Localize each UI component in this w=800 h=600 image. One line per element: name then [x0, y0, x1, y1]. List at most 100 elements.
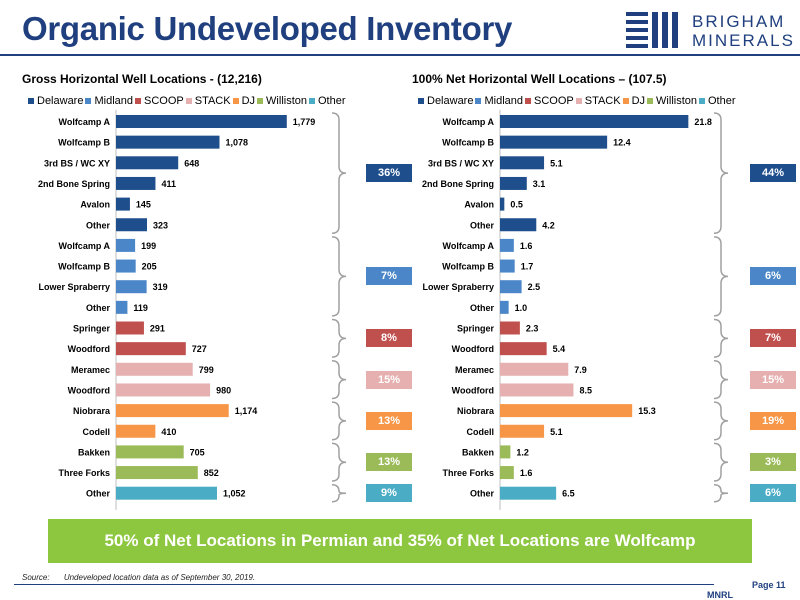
category-label: Three Forks: [58, 468, 110, 478]
gross-locations-chart: Wolfcamp A 1,779 Wolfcamp B 1,078 3rd BS / W…: [38, 110, 347, 510]
source-label: Source:: [22, 573, 50, 582]
legend-item-delaware: Delaware: [418, 95, 473, 107]
data-label: 1.6: [520, 241, 533, 251]
legend-item-dj: DJ: [622, 95, 646, 107]
legend-item-delaware: Delaware: [28, 95, 83, 107]
data-label: 291: [150, 324, 165, 334]
legend-item-other: Other: [309, 95, 346, 107]
category-label: Bakken: [462, 447, 494, 457]
logo-word-minerals: MINERALS: [692, 31, 795, 50]
legend-swatch-icon: [28, 98, 34, 104]
category-label: Codell: [82, 427, 110, 437]
category-label: Other: [86, 303, 111, 313]
bar: [116, 238, 136, 252]
data-label: 145: [136, 200, 151, 210]
data-label: 5.1: [550, 158, 563, 168]
group-bracket: [713, 442, 729, 482]
legend-label: Midland: [484, 95, 523, 107]
category-label: Springer: [73, 324, 111, 334]
legend-swatch-icon: [232, 98, 239, 104]
legend-item-dj: DJ: [232, 95, 255, 107]
bar: [500, 300, 509, 314]
bar: [116, 197, 130, 211]
data-label: 3.1: [533, 179, 546, 189]
category-label: Wolfcamp B: [442, 138, 494, 148]
legend-label: STACK: [584, 95, 621, 107]
data-label: 705: [190, 447, 205, 457]
group-bracket: [713, 483, 729, 503]
legend-item-scoop: SCOOP: [525, 95, 574, 107]
legend-swatch-icon: [525, 98, 531, 104]
category-label: Other: [470, 220, 495, 230]
share-badge: 44%: [750, 164, 796, 183]
logo-word-brigham: BRIGHAM: [692, 12, 786, 31]
group-bracket: [713, 318, 729, 358]
bar: [500, 486, 557, 500]
share-badge: 15%: [366, 370, 412, 389]
data-label: 6.5: [562, 489, 575, 499]
bar: [500, 424, 545, 438]
category-label: Woodford: [68, 385, 110, 395]
data-label: 15.3: [638, 406, 656, 416]
group-bracket: [331, 236, 347, 317]
bar: [116, 176, 156, 190]
share-badge: 15%: [750, 370, 796, 389]
data-label: 7.9: [574, 365, 587, 375]
bar: [116, 321, 144, 335]
legend-swatch-icon: [575, 98, 582, 104]
group-bracket: [331, 112, 347, 234]
legend-swatch-icon: [85, 98, 92, 104]
bar: [116, 362, 193, 376]
data-label: 1.6: [520, 468, 533, 478]
bar: [116, 135, 220, 149]
bar: [116, 445, 184, 459]
bar: [116, 342, 186, 356]
data-label: 1,052: [223, 489, 246, 499]
category-label: Meramec: [455, 365, 494, 375]
bar: [116, 404, 229, 418]
data-label: 5.1: [550, 427, 563, 437]
bar: [500, 238, 514, 252]
bar: [500, 115, 689, 128]
legend-item-williston: Williston: [647, 95, 697, 107]
brigham-logo-mark-icon: [626, 12, 678, 48]
legend-label: Williston: [266, 95, 307, 107]
legend-swatch-icon: [622, 98, 629, 104]
share-badge: 13%: [366, 453, 412, 472]
category-label: Wolfcamp A: [442, 241, 494, 251]
data-label: 119: [133, 303, 148, 313]
category-label: Other: [86, 489, 111, 499]
data-label: 12.4: [613, 138, 631, 148]
share-badge: 7%: [750, 329, 796, 348]
legend-item-stack: STACK: [575, 95, 621, 107]
bar: [500, 176, 527, 190]
data-label: 4.2: [542, 220, 555, 230]
data-label: 411: [161, 179, 176, 189]
group-bracket: [713, 360, 729, 400]
category-label: Bakken: [78, 447, 110, 457]
ticker-symbol: MNRL: [707, 590, 733, 600]
category-label: Niobrara: [73, 406, 111, 416]
category-label: Codell: [466, 427, 494, 437]
legend-label: DJ: [631, 95, 646, 107]
bar: [500, 218, 537, 232]
bar: [116, 218, 148, 232]
data-label: 1.2: [516, 447, 529, 457]
data-label: 0.5: [510, 200, 523, 210]
share-badge: 6%: [750, 267, 796, 286]
group-bracket: [713, 236, 729, 317]
source-note: Source: Undeveloped location data as of …: [22, 573, 255, 582]
net-locations-chart: Wolfcamp A 21.8 Wolfcamp B 12.4 3rd BS / WC …: [422, 110, 729, 510]
legend-swatch-icon: [257, 98, 264, 104]
bar: [500, 342, 547, 356]
share-badge: 6%: [750, 484, 796, 503]
page-title: Organic Undeveloped Inventory: [22, 10, 513, 47]
bar: [500, 135, 608, 149]
group-bracket: [331, 401, 347, 441]
legend-label: Delaware: [427, 95, 474, 107]
group-bracket: [331, 442, 347, 482]
category-label: Other: [86, 220, 111, 230]
key-takeaway-banner: 50% of Net Locations in Permian and 35% …: [48, 519, 752, 563]
bar: [116, 424, 156, 438]
group-bracket: [331, 360, 347, 400]
